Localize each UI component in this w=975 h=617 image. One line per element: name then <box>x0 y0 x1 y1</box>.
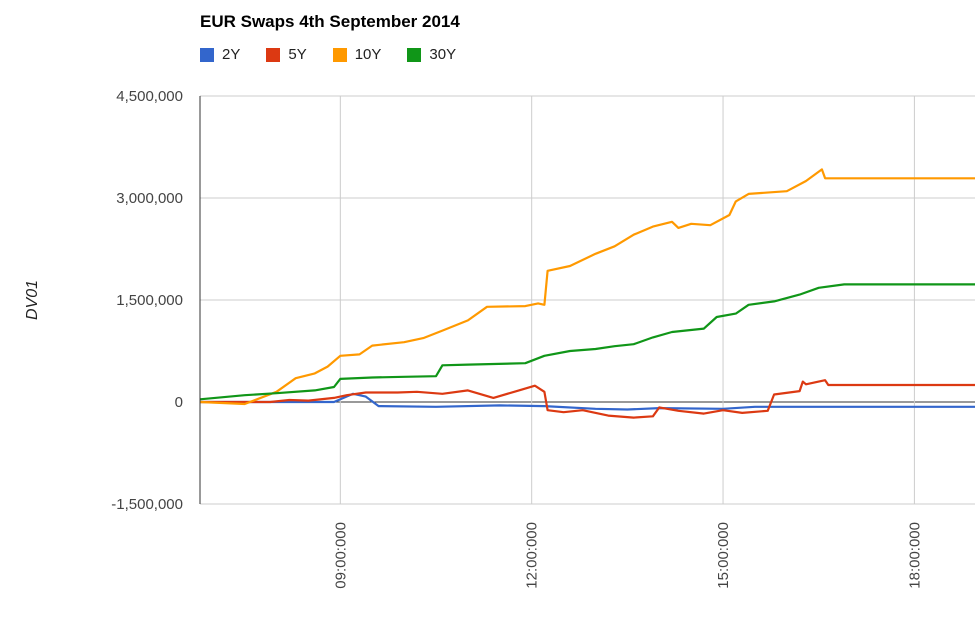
x-tick-label: 09:00:000 <box>332 522 349 589</box>
legend-item-30y[interactable]: 30Y <box>407 46 456 63</box>
series-line-5y[interactable] <box>200 379 975 419</box>
x-tick-label: 15:00:000 <box>715 522 732 589</box>
legend-swatch-2y <box>200 47 214 62</box>
y-tick-label: 3,000,000 <box>116 190 183 207</box>
gridlines <box>200 95 975 505</box>
x-tick-label: 18:00:000 <box>906 522 923 589</box>
legend-label-30y: 30Y <box>429 46 457 63</box>
y-axis-label: DV01 <box>24 280 41 320</box>
legend-label-10y: 10Y <box>354 46 382 63</box>
chart-title: EUR Swaps 4th September 2014 <box>200 12 460 31</box>
legend-swatch-10y <box>332 47 347 62</box>
series-line-30y[interactable] <box>199 283 975 401</box>
y-tick-label: 1,500,000 <box>116 292 183 309</box>
y-tick-label: 0 <box>175 394 183 411</box>
legend-swatch-30y <box>407 47 422 62</box>
legend-item-2y[interactable]: 2Y <box>200 46 240 63</box>
series-layer <box>199 168 975 419</box>
legend-item-10y[interactable]: 10Y <box>332 46 382 63</box>
y-tick-label: -1,500,000 <box>111 496 183 513</box>
y-tick-label: 4,500,000 <box>116 88 183 105</box>
series-line-10y[interactable] <box>199 168 975 406</box>
x-tick-label: 12:00:000 <box>524 522 541 589</box>
legend-swatch-5y <box>266 47 281 62</box>
legend: 2Y 5Y 10Y 30Y <box>200 46 482 63</box>
legend-label-5y: 5Y <box>288 46 307 63</box>
axis-layer: -1,500,000 0 1,500,000 3,000,000 4,500,000 09… <box>111 88 923 589</box>
legend-item-5y[interactable]: 5Y <box>266 46 307 63</box>
legend-label-2y: 2Y <box>222 46 241 63</box>
